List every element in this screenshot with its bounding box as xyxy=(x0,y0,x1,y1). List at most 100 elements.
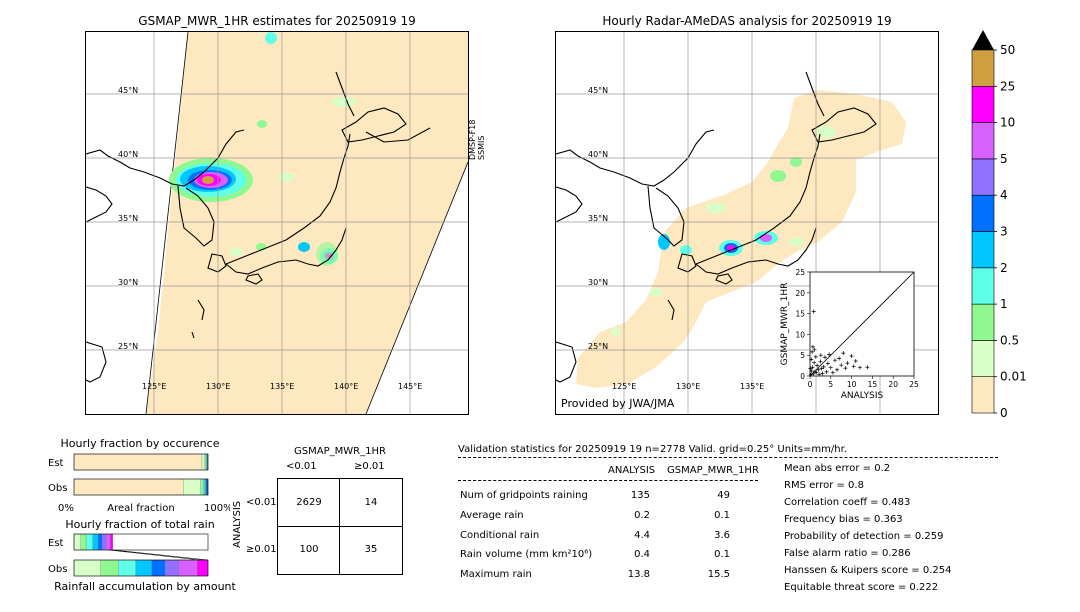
stat-label: Conditional rain xyxy=(460,530,540,541)
contingency-cell: 14 xyxy=(364,497,378,508)
colorbar-label: 25 xyxy=(1000,79,1015,93)
swath-area xyxy=(146,32,468,414)
scatter-point xyxy=(818,359,823,364)
scatter-point xyxy=(817,372,822,377)
colorbar-label: 0.01 xyxy=(1000,370,1026,384)
score-line: Frequency bias = 0.363 xyxy=(784,514,903,525)
stat-label: Maximum rain xyxy=(460,569,532,580)
rain-bar-segment xyxy=(178,559,198,577)
scatter-point xyxy=(814,370,819,375)
score-line: RMS error = 0.8 xyxy=(784,480,864,491)
swath-edge xyxy=(365,161,468,414)
scatter-x-tick-label: 5 xyxy=(828,380,833,389)
colorbar-segment xyxy=(971,267,995,305)
scatter-x-tick-label: 25 xyxy=(909,380,919,389)
scatter-point xyxy=(809,357,814,362)
lon-label: 135°E xyxy=(270,382,295,391)
scatter-point xyxy=(816,367,821,372)
occurrence-bar-segment xyxy=(73,478,184,496)
scatter-point xyxy=(812,360,817,365)
contingency-cell: 100 xyxy=(299,544,319,555)
stat-analysis: 13.8 xyxy=(627,569,650,580)
colorbar-label: 0.5 xyxy=(1000,333,1019,347)
scatter-point xyxy=(837,356,842,361)
scatter-point xyxy=(808,366,813,371)
score-line: Correlation coeff = 0.483 xyxy=(784,497,911,508)
colorbar-label: 3 xyxy=(1000,225,1008,239)
rain-connector xyxy=(108,549,201,561)
occurrence-bar-segment xyxy=(73,453,203,471)
occurrence-bar-frame xyxy=(73,478,209,496)
rain-bar-segment xyxy=(106,533,111,551)
x-right-label: 100% xyxy=(204,503,230,514)
rain-bar-frame xyxy=(73,559,209,577)
colorbar-segment xyxy=(971,85,995,123)
contingency-table: 2629 14 100 35 xyxy=(277,478,403,575)
left-map-title: GSMAP_MWR_1HR estimates for 20250919 19 xyxy=(138,14,416,28)
rain-bar-frame xyxy=(73,533,209,551)
scatter-x-tick-label: 20 xyxy=(888,380,898,389)
bar-category-label: Obs xyxy=(48,564,67,575)
right-map: 45°N 40°N 35°N 30°N 25°N 125°E 130°E 135… xyxy=(555,31,939,415)
occurrence-bar-segment xyxy=(201,453,205,471)
score-line: False alarm ratio = 0.286 xyxy=(784,548,911,559)
lat-label: 35°N xyxy=(118,214,139,223)
scatter-point xyxy=(857,365,862,370)
credit-label: Provided by JWA/JMA xyxy=(561,397,675,410)
stat-gsmap: 15.5 xyxy=(707,569,730,580)
contingency-col-label: ≥0.01 xyxy=(354,461,385,472)
stat-analysis: 4.4 xyxy=(634,530,650,541)
bar-category-label: Obs xyxy=(48,483,67,494)
stat-label: Average rain xyxy=(460,510,524,521)
rain-fraction-title: Hourly fraction of total rain xyxy=(65,518,215,531)
colorbar-extend xyxy=(972,30,994,50)
lon-label: 145°E xyxy=(398,382,423,391)
colorbar-segment xyxy=(971,158,995,196)
scatter-point xyxy=(865,365,870,370)
scatter-x-tick-label: 0 xyxy=(808,380,813,389)
bar-category-label: Est xyxy=(48,458,64,469)
contingency-cell: 35 xyxy=(364,544,378,555)
scatter-point xyxy=(821,364,826,369)
lon-label: 130°E xyxy=(206,382,231,391)
rain-blob xyxy=(229,32,356,256)
scatter-y-tick-label: 5 xyxy=(800,351,805,360)
left-map-canvas xyxy=(86,32,468,414)
scatter-point xyxy=(813,354,818,359)
lat-label: 40°N xyxy=(588,150,609,159)
rain-bar-segment xyxy=(80,533,87,551)
contingency-row-label: <0.01 xyxy=(246,497,277,508)
colorbar-segment xyxy=(971,122,995,160)
scatter-point xyxy=(845,361,850,366)
rain-blob xyxy=(316,242,338,266)
occurrence-title: Hourly fraction by occurence xyxy=(60,437,220,450)
scatter-y-tick-label: 25 xyxy=(795,268,805,277)
right-map-title: Hourly Radar-AMeDAS analysis for 2025091… xyxy=(602,14,892,28)
colorbar-segment xyxy=(971,303,995,341)
contingency-row-label: ≥0.01 xyxy=(246,544,277,555)
scatter-y-label: GSMAP_MWR_1HR xyxy=(780,283,790,366)
scatter-point xyxy=(849,354,854,359)
scatter-y-tick-label: 0 xyxy=(800,372,805,381)
rain-blob xyxy=(611,126,836,336)
scatter-point xyxy=(825,361,830,366)
occurrence-bar-frame xyxy=(73,453,209,471)
scatter-point xyxy=(810,349,815,354)
satellite-label: DMSP-F18 SSMIS xyxy=(468,119,486,160)
scatter-inset: 0 5 10 15 20 25 0 5 10 15 20 25 ANALYSIS GSMAP_MWR_1H… xyxy=(780,268,919,401)
occurrence-bar-segment xyxy=(204,453,207,471)
scatter-point xyxy=(830,370,835,375)
stat-gsmap: 0.1 xyxy=(714,549,730,560)
rain-connector xyxy=(112,549,209,561)
occurrence-bar-segment xyxy=(183,478,201,496)
stat-analysis: 0.2 xyxy=(634,510,650,521)
bar-category-label: Est xyxy=(48,538,64,549)
validation-divider xyxy=(458,480,758,481)
scatter-diagonal xyxy=(809,271,915,377)
lat-label: 25°N xyxy=(588,342,609,351)
lon-label: 125°E xyxy=(142,382,167,391)
scatter-point xyxy=(818,353,823,358)
scatter-point xyxy=(819,366,824,371)
rain-bar-segment xyxy=(101,533,107,551)
right-map-canvas xyxy=(556,32,938,414)
